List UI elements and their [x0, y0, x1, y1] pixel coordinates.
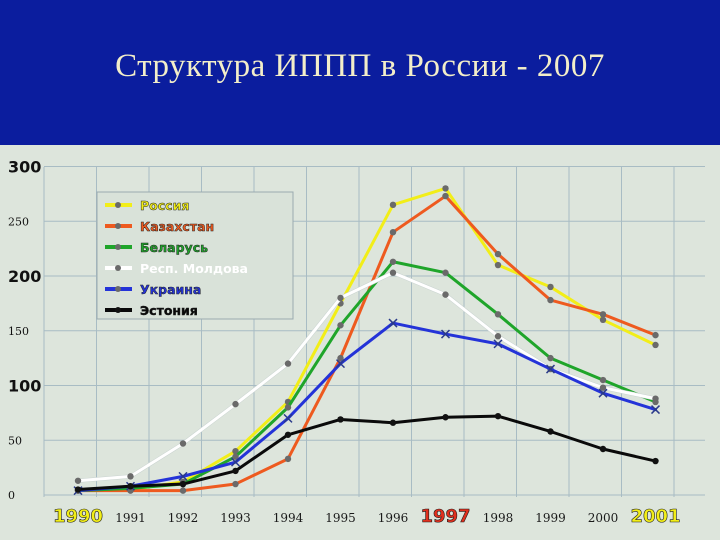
line-chart: 0 50 100 150 200 250 300 1990 1991 1992 1993 1994 19…: [0, 145, 720, 540]
data-point-marker: [74, 477, 82, 484]
x-tick-label: 2000: [588, 511, 619, 525]
legend-label: Респ. Молдова: [140, 261, 248, 276]
data-point-marker: [599, 445, 607, 453]
data-point-marker: [652, 457, 659, 465]
data-point-marker: [337, 354, 344, 362]
data-point-marker: [388, 318, 398, 328]
x-tick-label: 1999: [535, 511, 566, 525]
data-point-marker: [283, 413, 293, 423]
data-point-marker: [127, 483, 134, 490]
data-point-marker: [547, 283, 554, 291]
x-tick-label: 2001: [630, 506, 680, 527]
x-tick-label: 1992: [168, 511, 199, 525]
data-point-marker: [442, 414, 449, 421]
y-tick-label: 300: [8, 158, 41, 177]
data-point-marker: [178, 471, 188, 481]
legend-marker: [115, 244, 121, 250]
data-point-marker: [389, 269, 397, 276]
data-point-marker: [442, 185, 449, 192]
data-point-marker: [232, 400, 239, 408]
data-point-marker: [389, 258, 397, 265]
data-point-marker: [599, 384, 607, 391]
slide-title: Структура ИППП в России - 2007: [115, 48, 605, 84]
data-point-marker: [598, 388, 608, 398]
data-point-marker: [545, 364, 556, 374]
x-tick-label: 1993: [220, 511, 251, 525]
data-point-marker: [389, 419, 397, 426]
legend-marker: [115, 286, 121, 292]
data-point-marker: [74, 486, 82, 493]
data-point-marker: [284, 455, 292, 463]
series-line: [76, 414, 657, 492]
legend-label: Беларусь: [140, 240, 208, 255]
y-tick-label: 200: [8, 267, 41, 286]
data-point-marker: [284, 404, 292, 411]
legend-label: Украина: [140, 282, 201, 297]
x-tick-label: 1996: [378, 511, 409, 525]
data-point-marker: [442, 269, 449, 276]
x-tick-label: 1998: [483, 511, 514, 525]
x-tick-label: 1990: [53, 506, 103, 527]
data-point-marker: [494, 250, 502, 258]
data-point-marker: [440, 329, 451, 339]
legend-label: Эстония: [140, 303, 198, 318]
x-tick-label: 1994: [273, 511, 304, 525]
x-tick-label: 1991: [115, 511, 146, 525]
data-point-marker: [442, 291, 449, 298]
data-point-marker: [179, 440, 187, 447]
data-point-marker: [493, 339, 503, 349]
data-point-marker: [547, 354, 554, 362]
x-tick-label: 1997: [420, 506, 470, 527]
x-tick-label: 1995: [325, 511, 356, 525]
legend-marker: [115, 307, 121, 313]
data-point-marker: [494, 412, 502, 420]
data-point-marker: [547, 296, 554, 304]
data-point-marker: [652, 331, 659, 339]
legend-marker: [115, 223, 121, 229]
data-point-marker: [494, 311, 502, 318]
data-point-marker: [599, 311, 607, 318]
data-point-marker: [337, 294, 344, 302]
y-tick-label: 100: [8, 377, 41, 396]
chart-svg: 0 50 100 150 200 250 300 1990 1991 1992 1993 1994 19…: [8, 158, 705, 527]
y-tick-label: 250: [8, 215, 29, 228]
data-point-marker: [232, 448, 239, 455]
y-tick-label: 50: [8, 434, 22, 447]
data-point-marker: [599, 316, 607, 323]
data-point-marker: [179, 487, 187, 494]
data-point-marker: [284, 431, 292, 438]
legend-marker: [115, 202, 121, 208]
data-point-marker: [389, 201, 397, 209]
legend-box: [96, 191, 294, 320]
data-point-marker: [230, 457, 241, 467]
data-point-marker: [494, 333, 502, 340]
legend-marker: [115, 265, 121, 271]
legend-label: Казахстан: [140, 219, 214, 234]
data-point-marker: [337, 416, 344, 423]
series-line: [76, 321, 657, 493]
data-point-marker: [547, 428, 554, 435]
legend-label: Россия: [140, 198, 189, 213]
data-point-marker: [389, 229, 397, 236]
data-point-marker: [232, 467, 239, 475]
data-point-marker: [652, 341, 659, 349]
data-point-marker: [337, 322, 344, 329]
data-point-marker: [335, 359, 346, 369]
data-point-marker: [127, 473, 134, 480]
data-point-marker: [650, 405, 661, 415]
data-point-marker: [442, 192, 449, 200]
data-point-marker: [179, 480, 187, 488]
data-point-marker: [652, 395, 659, 402]
y-tick-label: 0: [8, 489, 15, 502]
data-point-marker: [232, 453, 239, 460]
data-point-marker: [232, 480, 239, 488]
y-tick-label: 150: [8, 325, 29, 338]
data-point-marker: [284, 360, 292, 367]
data-point-marker: [599, 376, 607, 384]
data-point-marker: [494, 261, 502, 269]
